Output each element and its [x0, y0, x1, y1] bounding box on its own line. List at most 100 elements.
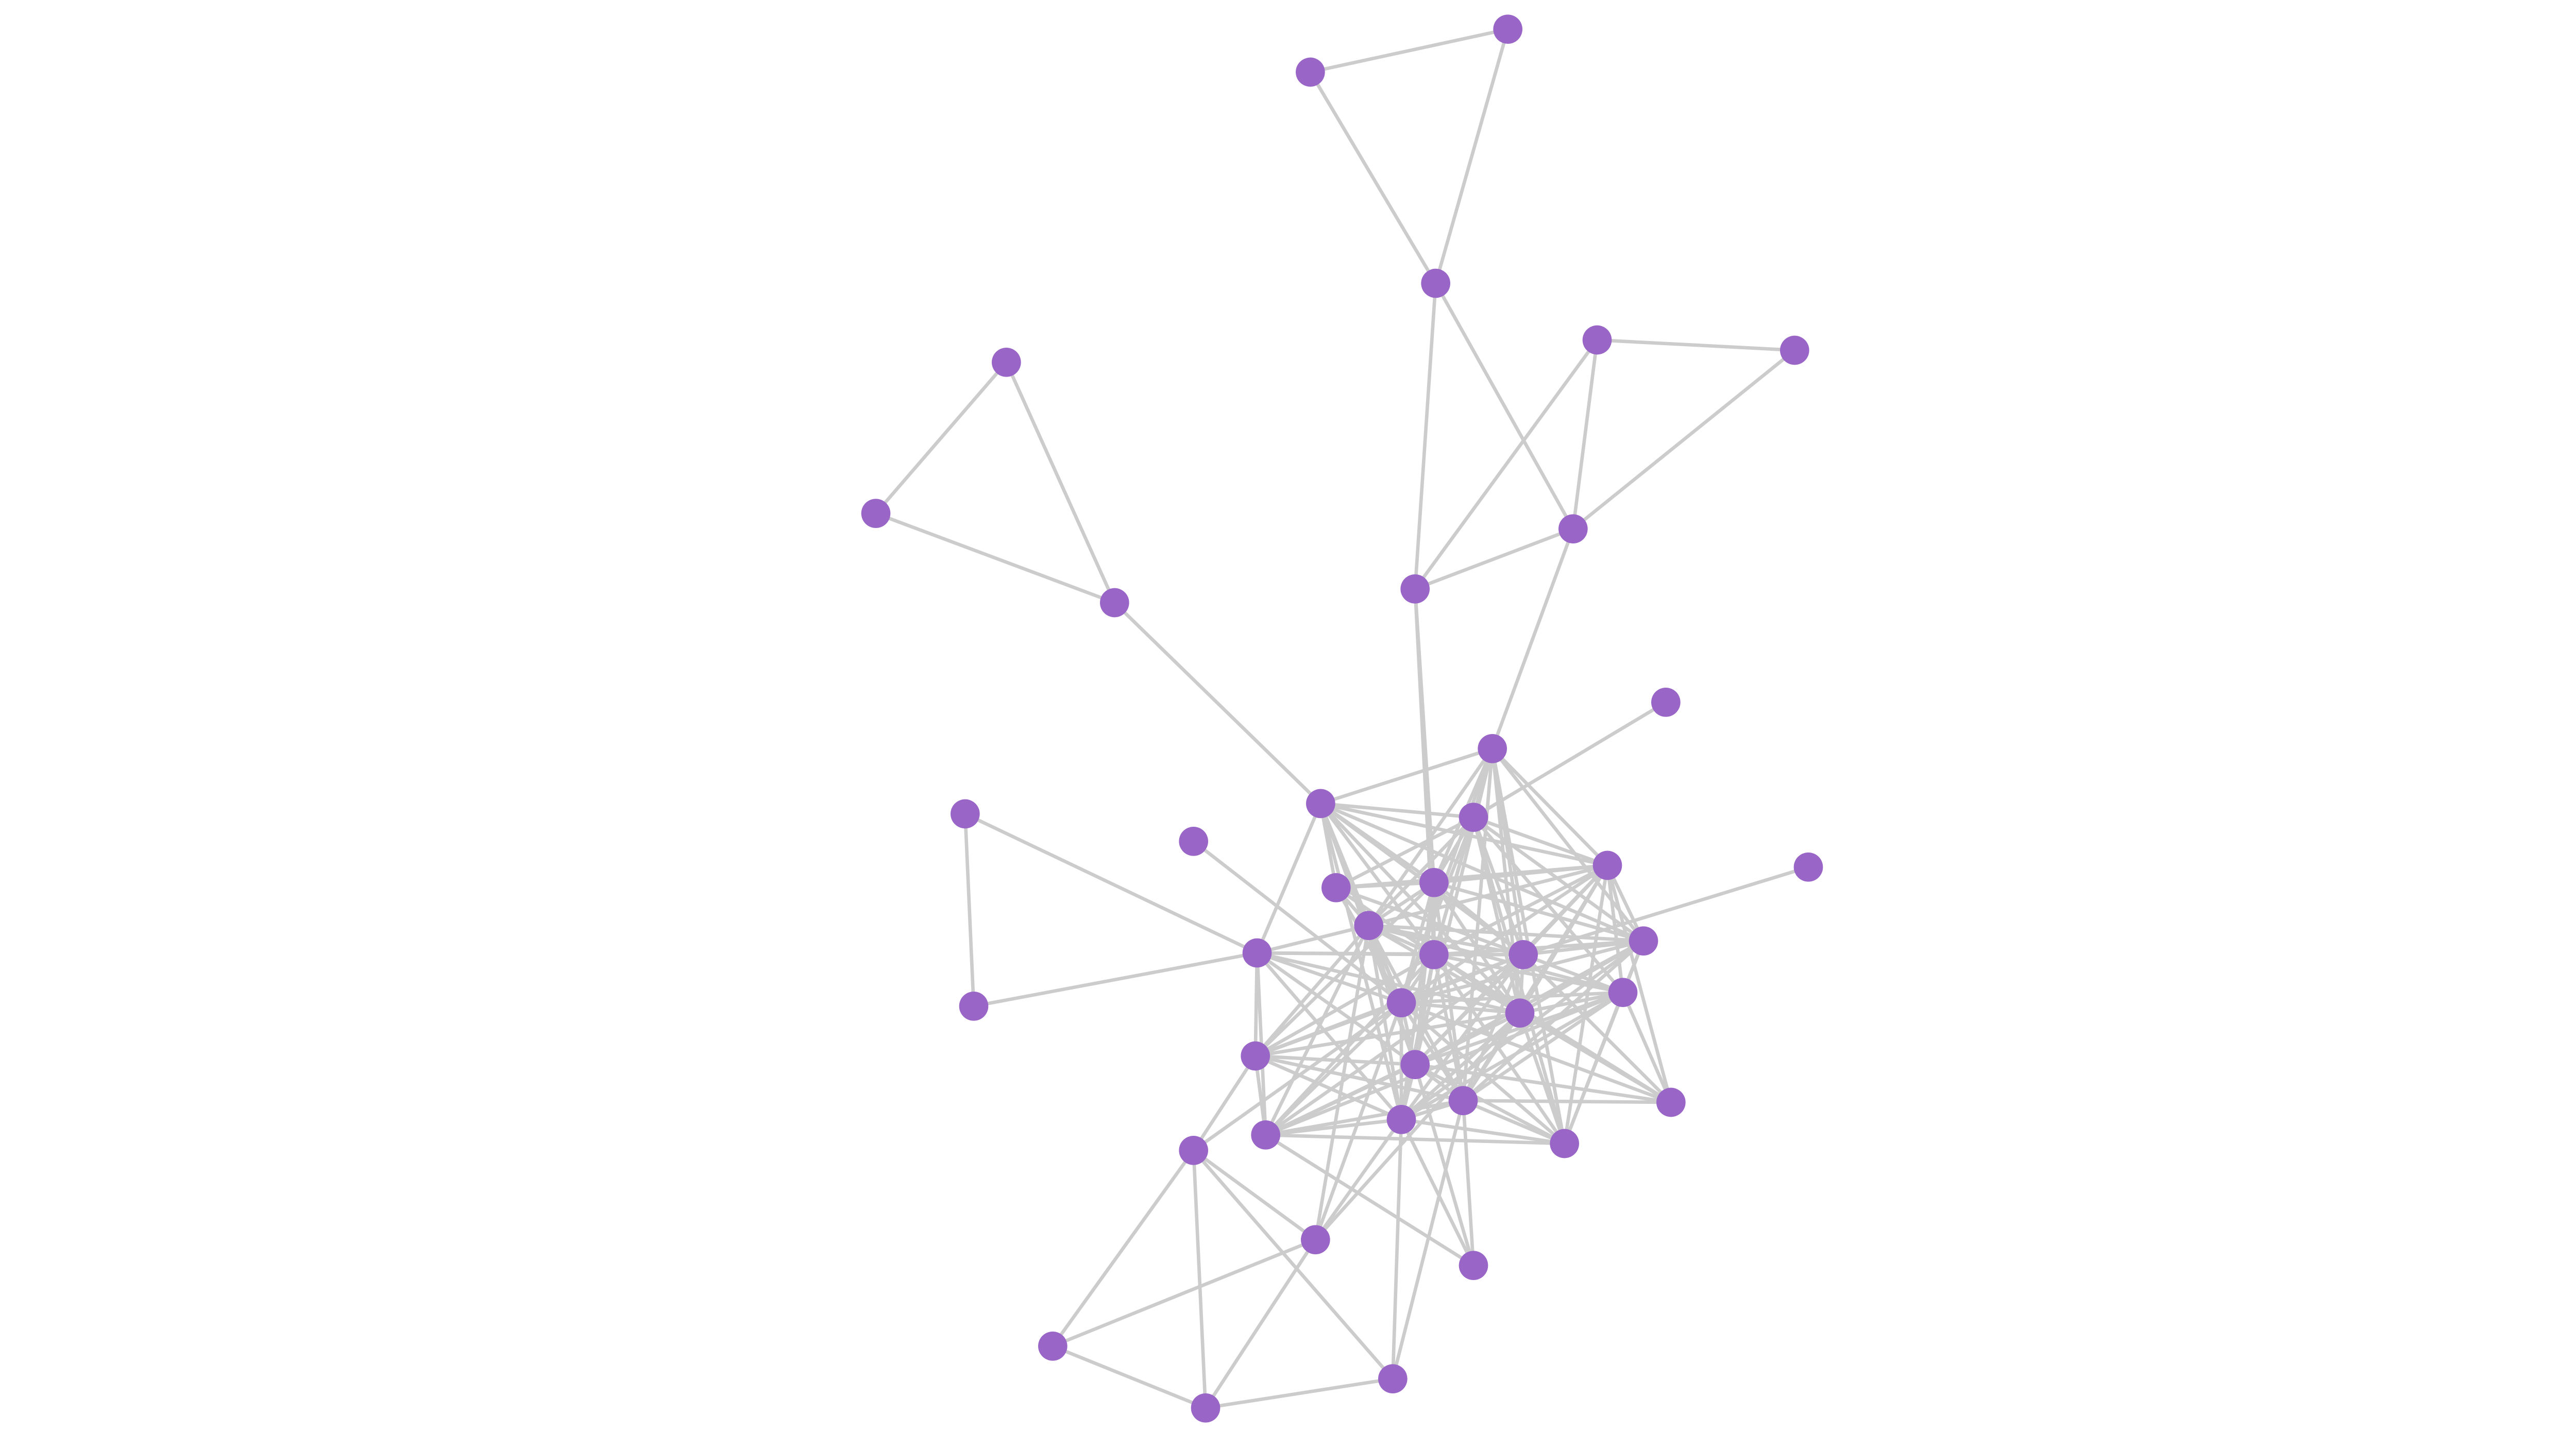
graph-node[interactable]	[1793, 853, 1823, 882]
graph-node[interactable]	[1321, 873, 1351, 902]
graph-edge	[1472, 701, 1667, 819]
graph-edge	[1391, 1119, 1403, 1379]
graph-edge	[973, 951, 1258, 1008]
graph-node[interactable]	[1459, 803, 1488, 832]
graph-node[interactable]	[1296, 57, 1325, 87]
graph-node[interactable]	[992, 348, 1021, 377]
graph-edge	[1051, 1149, 1195, 1348]
graph-edge	[1490, 528, 1575, 749]
graph-edge	[1255, 803, 1323, 954]
graph-edge	[1400, 1118, 1475, 1267]
graph-edge	[964, 812, 1258, 955]
graph-edge	[1519, 1011, 1672, 1104]
graph-edge	[1400, 1012, 1521, 1121]
graph-edge	[1368, 924, 1644, 943]
graph-edge	[1368, 863, 1608, 927]
graph-node[interactable]	[1419, 940, 1449, 969]
graph-node[interactable]	[1378, 1364, 1408, 1393]
graph-node[interactable]	[1592, 850, 1622, 880]
graph-node[interactable]	[1608, 978, 1638, 1007]
graph-edge	[1320, 747, 1493, 806]
graph-node[interactable]	[1241, 1041, 1270, 1071]
graph-edge	[1522, 865, 1809, 957]
graph-edge	[1336, 863, 1608, 890]
graph-edge	[1605, 865, 1625, 993]
graph-edge	[1192, 1149, 1317, 1241]
graph-node[interactable]	[951, 799, 980, 829]
graph-node[interactable]	[1509, 940, 1538, 969]
graph-node[interactable]	[1459, 1251, 1488, 1280]
graph-node[interactable]	[1629, 926, 1658, 956]
graph-edge	[1605, 865, 1673, 1103]
graph-node[interactable]	[1780, 335, 1809, 365]
graph-node[interactable]	[1191, 1393, 1221, 1423]
graph-node[interactable]	[1421, 268, 1450, 298]
graph-edge	[1462, 1099, 1565, 1146]
graph-edge	[1205, 1377, 1393, 1410]
graph-node[interactable]	[1582, 325, 1612, 355]
graph-edge	[1597, 338, 1795, 352]
graph-node[interactable]	[1179, 1136, 1208, 1165]
graph-edge	[1401, 991, 1623, 1004]
graph-edge	[1264, 1001, 1403, 1136]
graph-edge	[1414, 1063, 1566, 1145]
graph-edge	[1265, 991, 1624, 1137]
graph-edge	[1523, 939, 1644, 957]
graph-node[interactable]	[1306, 789, 1335, 819]
graph-node[interactable]	[1100, 588, 1129, 618]
graph-edge	[1434, 28, 1510, 284]
graph-edge	[1432, 881, 1521, 1014]
graph-node[interactable]	[1419, 868, 1449, 897]
graph-edge	[1265, 1133, 1565, 1146]
graph-node[interactable]	[1550, 1129, 1579, 1158]
graph-edge	[1401, 1001, 1520, 1015]
graph-node[interactable]	[1386, 988, 1416, 1017]
graph-node[interactable]	[1656, 1087, 1686, 1117]
graph-edge	[1472, 815, 1608, 867]
graph-edge	[1335, 815, 1475, 890]
graph-node[interactable]	[1242, 938, 1272, 968]
graph-edge	[1265, 1063, 1416, 1137]
graph-edge	[1320, 802, 1474, 819]
graph-node[interactable]	[1251, 1120, 1280, 1150]
graph-node[interactable]	[1301, 1225, 1330, 1254]
graph-node[interactable]	[1558, 514, 1588, 543]
graph-node[interactable]	[1179, 827, 1208, 856]
graph-node[interactable]	[1651, 688, 1681, 717]
graph-edge	[874, 361, 1008, 515]
graph-edge	[1367, 816, 1475, 927]
graph-edge	[1256, 951, 1402, 1004]
graph-edge	[1518, 1012, 1566, 1145]
graph-node[interactable]	[1400, 574, 1430, 604]
graph-edge	[1314, 1012, 1521, 1241]
graph-edge	[1255, 1054, 1402, 1121]
graph-edge	[1471, 816, 1525, 956]
graph-node[interactable]	[1493, 14, 1522, 44]
graph-node[interactable]	[1400, 1050, 1430, 1079]
graph-node[interactable]	[1448, 1086, 1478, 1115]
graph-node[interactable]	[1386, 1105, 1416, 1134]
graph-node[interactable]	[1478, 734, 1507, 763]
graph-node[interactable]	[1354, 911, 1383, 940]
graph-edge	[1400, 1001, 1672, 1104]
graph-edge	[1433, 881, 1524, 956]
graph-edge	[1255, 1054, 1464, 1102]
graph-edge	[1519, 991, 1623, 1015]
graph-node[interactable]	[1038, 1332, 1067, 1361]
graph-edge	[1413, 283, 1437, 589]
graph-edge	[1432, 953, 1566, 1145]
graph-edge	[1414, 527, 1574, 591]
graph-edge	[875, 512, 1115, 605]
graph-edge	[1204, 1238, 1317, 1409]
graph-edge	[1255, 1001, 1402, 1058]
graph-edge	[1264, 1133, 1475, 1267]
graph-node[interactable]	[959, 992, 989, 1021]
graph-edge	[1005, 361, 1116, 604]
graph-edge	[1400, 991, 1624, 1121]
graph-node[interactable]	[861, 499, 891, 528]
graph-edge	[1433, 881, 1644, 943]
graph-node[interactable]	[1505, 998, 1535, 1028]
graph-edge	[1255, 1054, 1415, 1066]
graph-edge	[1254, 881, 1435, 1058]
